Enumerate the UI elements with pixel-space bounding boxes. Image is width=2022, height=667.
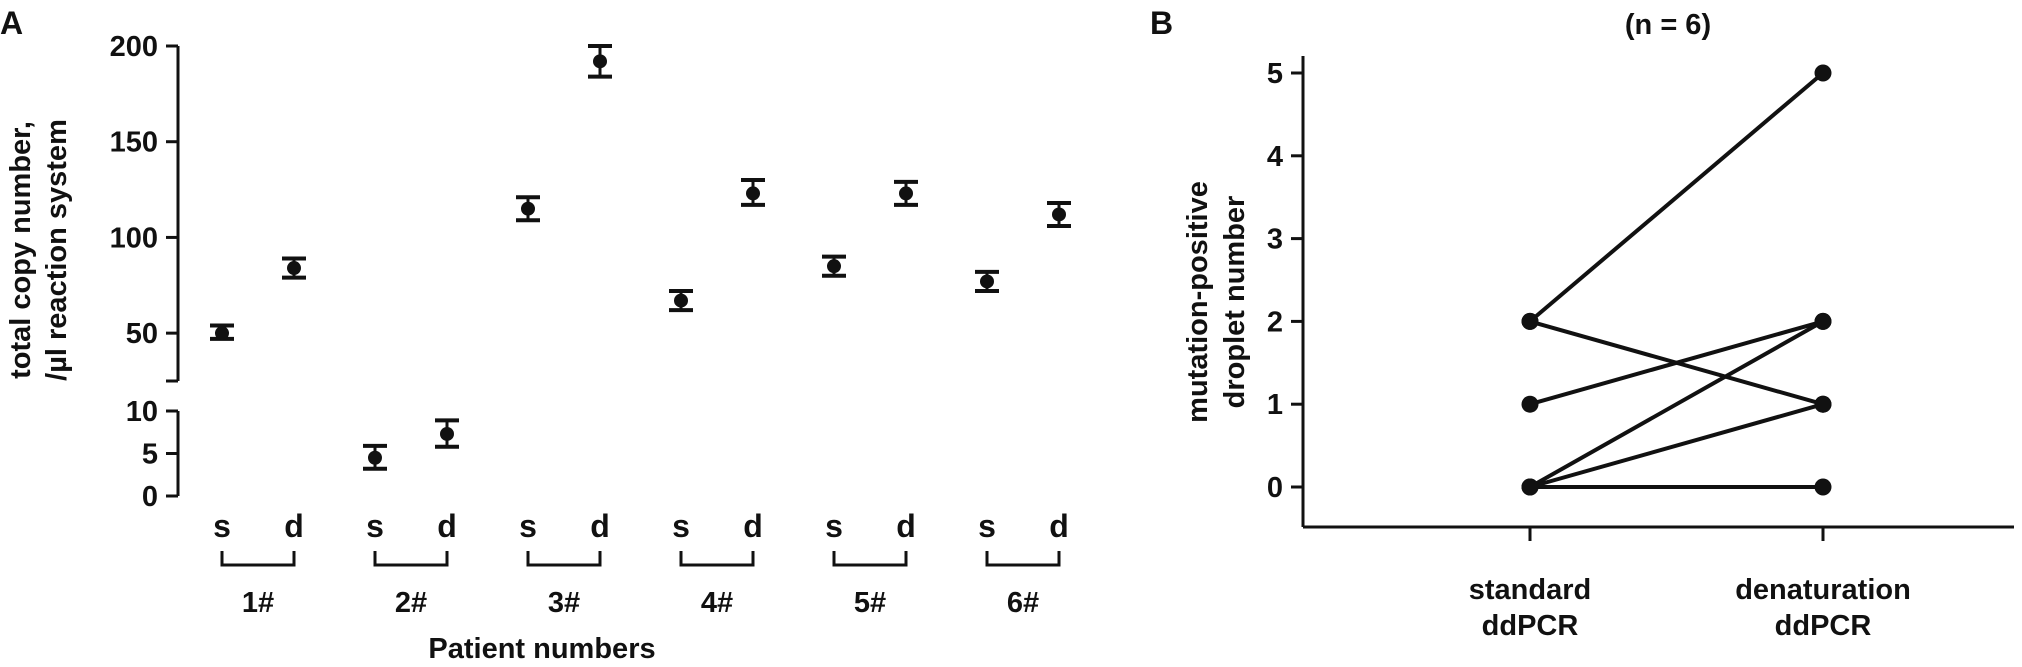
data-point: [440, 426, 454, 441]
group-bracket: [679, 551, 755, 567]
group-label: 6#: [1007, 587, 1039, 619]
panel-b-y-tick-label: 3: [1267, 224, 1283, 256]
data-point: [899, 186, 913, 201]
panel-b-y-tick-label: 5: [1267, 58, 1283, 90]
panel-a-y-tick-label: 5: [142, 439, 158, 471]
group-bracket: [220, 551, 296, 567]
panel-b-y-tick-label: 1: [1267, 389, 1283, 421]
condition-label: s: [978, 508, 996, 544]
panel-a-y-tick-label: 10: [126, 396, 158, 428]
panel-b-pair-lines: [1521, 64, 1832, 496]
data-point: [746, 186, 760, 201]
panel-a: A total copy number, /µl reaction system…: [0, 5, 1071, 665]
group-bracket: [373, 551, 449, 567]
data-point: [521, 201, 535, 216]
panel-a-points: [210, 44, 1071, 471]
panel-a-y-tick-label: 0: [142, 481, 158, 513]
data-point: [287, 261, 301, 276]
panel-a-y-tick-label: 50: [126, 318, 158, 350]
condition-label: s: [519, 508, 537, 544]
standard-point: [1521, 395, 1539, 413]
condition-label: d: [896, 508, 916, 544]
panel-b: B (n = 6) mutation-positive droplet numb…: [1150, 5, 2014, 642]
group-bracket: [526, 551, 602, 567]
panel-b-y-tick-label: 2: [1267, 306, 1283, 338]
panel-b-y-ticks: 0 1 2 3 4 5: [1267, 58, 1303, 504]
panel-a-y-tick-label: 200: [110, 31, 158, 63]
panel-b-y-tick-label: 0: [1267, 472, 1283, 504]
panel-b-category-label: standard ddPCR: [1469, 574, 1591, 642]
data-point: [674, 293, 688, 308]
panel-a-y-ticks: 0 5 10 50 100 150 200: [110, 31, 178, 513]
group-bracket: [832, 551, 908, 567]
panel-a-ylabel-line1: total copy number,: [5, 121, 37, 379]
panel-a-x-labels: s d 1# s d 2# s d 3# s d 4# s d 5# s d 6#: [213, 508, 1069, 619]
data-point: [593, 54, 607, 69]
condition-label: d: [743, 508, 763, 544]
pair-line: [1528, 71, 1825, 323]
data-point: [1052, 207, 1066, 222]
panel-a-ylabel-line2: /µl reaction system: [41, 119, 73, 381]
standard-point: [1521, 478, 1539, 496]
panel-b-letter: B: [1150, 5, 1173, 41]
data-point: [368, 450, 382, 465]
condition-label: s: [213, 508, 231, 544]
panel-b-y-tick-label: 4: [1267, 141, 1283, 173]
pair-line: [1529, 319, 1824, 489]
pair-line: [1529, 319, 1824, 407]
group-bracket: [985, 551, 1061, 567]
panel-b-ylabel-line1: mutation-positive: [1182, 181, 1214, 423]
denaturation-point: [1814, 64, 1832, 82]
panel-b-x-labels: standard ddPCR denaturation ddPCR: [1469, 527, 1911, 642]
condition-label: s: [825, 508, 843, 544]
standard-point: [1521, 312, 1539, 330]
denaturation-point: [1814, 478, 1832, 496]
condition-label: d: [1049, 508, 1069, 544]
panel-b-title: (n = 6): [1625, 9, 1711, 41]
data-point: [980, 274, 994, 289]
condition-label: d: [284, 508, 304, 544]
panel-a-letter: A: [0, 5, 23, 41]
group-label: 2#: [395, 587, 427, 619]
panel-a-xlabel: Patient numbers: [428, 633, 655, 665]
panel-a-y-tick-label: 100: [110, 222, 158, 254]
group-label: 3#: [548, 587, 580, 619]
panel-b-category-label: denaturation ddPCR: [1735, 574, 1911, 642]
group-label: 1#: [242, 587, 274, 619]
data-point: [827, 259, 841, 274]
condition-label: s: [366, 508, 384, 544]
group-label: 5#: [854, 587, 886, 619]
condition-label: d: [437, 508, 457, 544]
panel-a-y-tick-label: 150: [110, 127, 158, 159]
data-point: [215, 326, 229, 341]
group-label: 4#: [701, 587, 733, 619]
denaturation-point: [1814, 395, 1832, 413]
denaturation-point: [1814, 312, 1832, 330]
condition-label: s: [672, 508, 690, 544]
pair-line: [1529, 402, 1824, 489]
condition-label: d: [590, 508, 610, 544]
panel-b-ylabel-line2: droplet number: [1219, 196, 1251, 409]
